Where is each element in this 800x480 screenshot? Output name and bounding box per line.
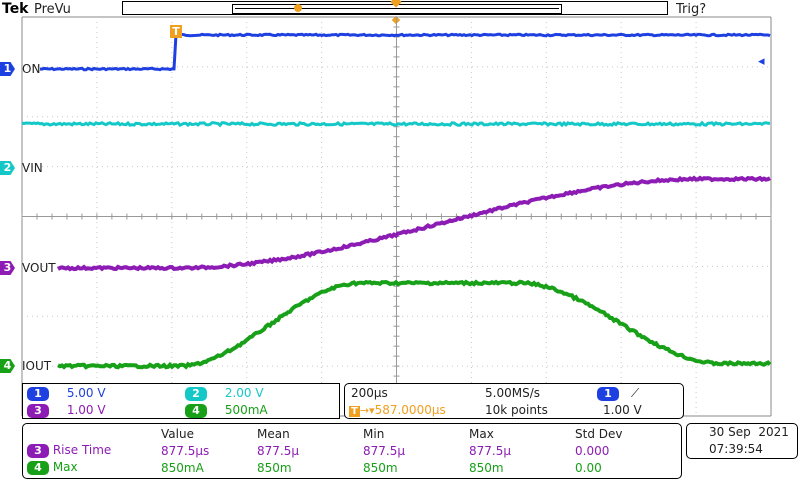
meas-row2-name: Max — [52, 460, 78, 475]
ch4-scale[interactable]: 4 500mA — [185, 403, 268, 418]
waveform-traces — [21, 32, 772, 370]
date: 30 Sep 2021 — [709, 425, 789, 439]
ch2-badge: 2 — [185, 386, 207, 401]
ch4-badge: 4 — [185, 403, 207, 418]
meas-row1-badge: 3 — [27, 443, 49, 458]
top-status-bar: Tek PreVu Trig? — [0, 0, 800, 25]
trigger-source-badge: 1 — [597, 386, 619, 401]
measurement-header-row: Value Mean Min Max Std Dev — [27, 425, 675, 442]
ch4-scale-value: 500mA — [224, 403, 268, 417]
ch1-scale[interactable]: 1 5.00 V — [27, 386, 106, 401]
trigger-position[interactable]: T →▾587.0000µs — [349, 403, 446, 417]
trigger-source[interactable]: 1 ⟋ — [597, 386, 639, 401]
meas-row2-max: 850m — [469, 460, 504, 475]
record-trigger-marker — [294, 4, 302, 12]
graticule — [21, 16, 772, 417]
ch4-trace — [57, 279, 772, 370]
ch1-ground-marker[interactable]: 1 — [0, 62, 15, 76]
trigger-position-value: 587.0000µs — [374, 403, 446, 417]
trigger-level-arrow-icon[interactable]: ◂ — [758, 54, 765, 69]
meas-row1-stddev: 0.000 — [575, 443, 610, 458]
ch3-label: VOUT — [22, 261, 56, 275]
acquisition-mode: PreVu — [34, 2, 71, 17]
rising-edge-icon: ⟋ — [630, 386, 640, 400]
ch2-scale-value: 2.00 V — [224, 386, 264, 400]
meas-row2-min: 850m — [363, 460, 398, 475]
trigger-position-marker[interactable]: T — [170, 25, 182, 38]
record-line — [235, 8, 559, 9]
ch2-trace — [21, 120, 771, 128]
datetime-panel: 30 Sep 2021 07:39:54 — [686, 423, 798, 459]
ch4-ground-marker[interactable]: 4 — [0, 359, 15, 373]
trigger-level: 1.00 V — [603, 403, 642, 417]
time-per-div: 200µs — [351, 386, 388, 400]
ch1-scale-value: 5.00 V — [66, 386, 106, 400]
ch3-scale[interactable]: 3 1.00 V — [27, 403, 106, 418]
trigger-delay-arrow-icon: →▾ — [359, 404, 375, 417]
vertical-scale-panel[interactable]: 1 5.00 V 2 2.00 V 3 1.00 V 4 500mA — [22, 383, 340, 419]
time: 07:39:54 — [709, 442, 763, 456]
col-header-value: Value — [161, 426, 194, 441]
ch2-label: VIN — [22, 161, 43, 175]
meas-row1-value: 877.5µs — [161, 443, 210, 458]
ch3-trace — [57, 175, 771, 272]
brand-logo: Tek — [2, 1, 29, 17]
col-header-stddev: Std Dev — [575, 426, 623, 441]
meas-row1-mean: 877.5µ — [257, 443, 299, 458]
meas-row2-badge: 4 — [27, 460, 49, 475]
ch3-scale-value: 1.00 V — [66, 403, 106, 417]
meas-row1-min: 877.5µ — [363, 443, 405, 458]
ch1-label: ON — [22, 62, 41, 76]
measurement-row[interactable]: 4 Max 850mA 850m 850m 850m 0.00 — [27, 459, 675, 476]
col-header-max: Max — [469, 426, 494, 441]
col-header-mean: Mean — [257, 426, 290, 441]
measurement-table: Value Mean Min Max Std Dev 3 Rise Time 8… — [27, 425, 675, 476]
ch4-label: IOUT — [22, 359, 52, 373]
ch2-scale[interactable]: 2 2.00 V — [185, 386, 264, 401]
ch1-badge: 1 — [27, 386, 49, 401]
meas-row1-name: Rise Time — [52, 443, 112, 458]
ch2-ground-marker[interactable]: 2 — [0, 161, 15, 175]
ch3-badge: 3 — [27, 403, 49, 418]
col-header-min: Min — [363, 426, 385, 441]
trigger-status: Trig? — [676, 2, 707, 17]
ch1-trace — [39, 32, 771, 72]
meas-row2-value: 850mA — [161, 460, 204, 475]
meas-row2-mean: 850m — [257, 460, 292, 475]
ch3-ground-marker[interactable]: 3 — [0, 261, 15, 275]
sample-rate: 5.00MS/s — [485, 386, 540, 400]
trigger-pos-icon: T — [349, 406, 360, 417]
meas-row2-stddev: 0.00 — [575, 460, 602, 475]
record-length: 10k points — [485, 403, 548, 417]
measurement-panel[interactable]: Value Mean Min Max Std Dev 3 Rise Time 8… — [22, 423, 682, 479]
meas-row1-max: 877.5µ — [469, 443, 511, 458]
horizontal-trigger-panel[interactable]: 200µs 5.00MS/s 1 ⟋ T →▾587.0000µs 10k poi… — [344, 383, 684, 419]
measurement-row[interactable]: 3 Rise Time 877.5µs 877.5µ 877.5µ 877.5µ… — [27, 442, 675, 459]
